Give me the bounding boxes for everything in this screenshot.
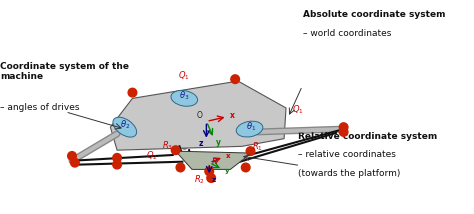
Text: Relative coordinate system: Relative coordinate system: [298, 132, 437, 141]
Circle shape: [231, 75, 239, 83]
Text: $\theta_1$: $\theta_1$: [246, 121, 256, 133]
Polygon shape: [176, 151, 252, 169]
Text: Coordinate system of the
machine: Coordinate system of the machine: [0, 62, 129, 81]
Circle shape: [205, 167, 214, 176]
Circle shape: [339, 128, 348, 136]
Circle shape: [207, 174, 216, 182]
Circle shape: [113, 154, 121, 162]
Text: $R_3$: $R_3$: [163, 139, 173, 152]
Text: $R_2$: $R_2$: [194, 174, 205, 186]
Text: z: z: [199, 139, 203, 148]
Circle shape: [339, 123, 348, 131]
Text: $R$: $R$: [211, 156, 219, 167]
Circle shape: [71, 158, 79, 167]
Text: $\theta_2$: $\theta_2$: [119, 119, 130, 131]
Circle shape: [113, 160, 121, 169]
Text: y: y: [225, 168, 229, 174]
Circle shape: [68, 152, 76, 160]
Circle shape: [246, 147, 255, 155]
Text: – relative coordinates: – relative coordinates: [298, 150, 396, 159]
Text: (towards the platform): (towards the platform): [298, 169, 401, 178]
Ellipse shape: [113, 117, 137, 137]
Text: $R_1$: $R_1$: [252, 140, 263, 153]
Text: O: O: [197, 111, 203, 120]
Text: $Q_2$: $Q_2$: [146, 150, 157, 162]
Circle shape: [241, 163, 250, 172]
Text: $Q_1$: $Q_1$: [292, 104, 303, 116]
Circle shape: [171, 146, 180, 155]
Text: – angles of drives: – angles of drives: [0, 103, 80, 112]
Text: y: y: [216, 138, 221, 147]
Text: Absolute coordinate system: Absolute coordinate system: [302, 10, 445, 19]
Text: z: z: [211, 177, 215, 183]
Text: x: x: [230, 111, 235, 120]
Text: – world coordinates: – world coordinates: [302, 29, 391, 38]
Text: x: x: [226, 153, 230, 159]
Text: $\theta_3$: $\theta_3$: [179, 89, 190, 102]
Ellipse shape: [236, 121, 263, 137]
Circle shape: [128, 88, 137, 97]
Text: $Q_1$: $Q_1$: [178, 69, 190, 82]
Ellipse shape: [171, 91, 198, 106]
Polygon shape: [110, 81, 286, 150]
Circle shape: [176, 163, 185, 172]
